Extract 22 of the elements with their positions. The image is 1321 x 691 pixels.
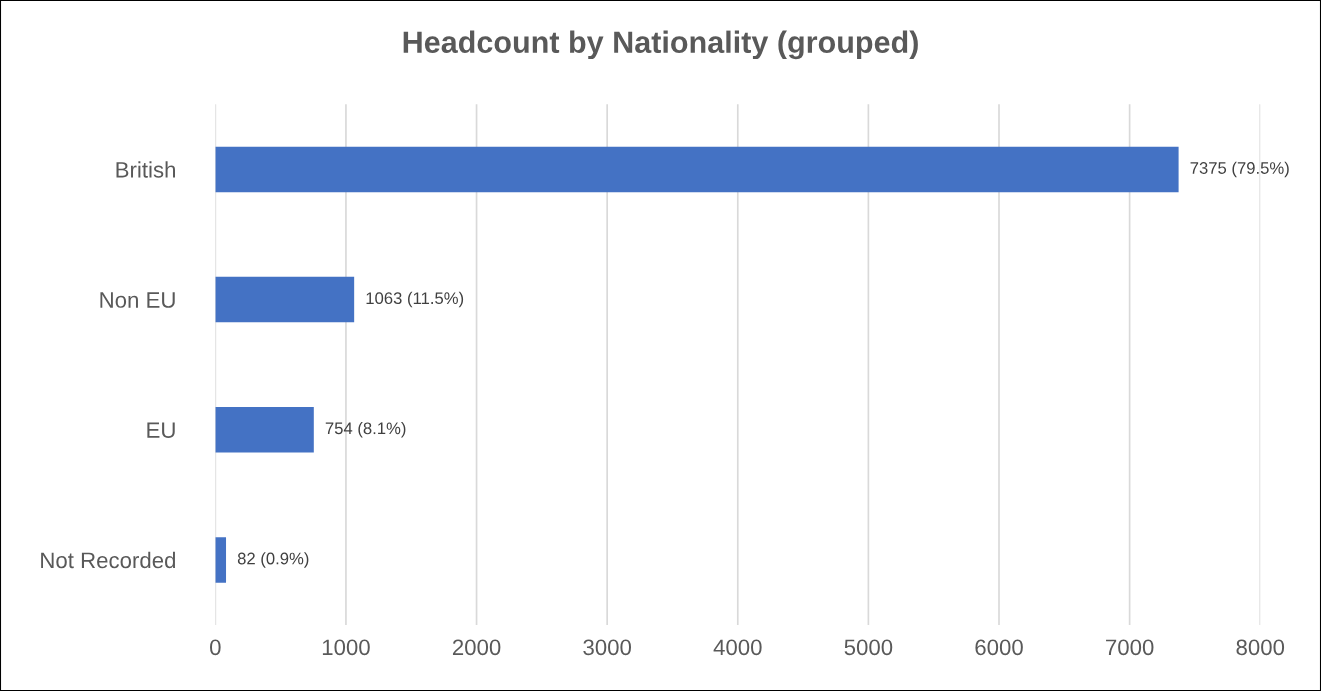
x-tick-label: 6000 <box>975 639 1023 656</box>
data-label: 82 (0.9%) <box>237 552 309 568</box>
x-tick-label: 5000 <box>844 639 893 656</box>
x-tick-label: 3000 <box>583 639 632 656</box>
y-tick-label: EU <box>147 422 175 439</box>
x-tick-label: 4000 <box>713 639 762 656</box>
bar <box>215 146 1179 193</box>
y-tick-label: Non EU <box>100 292 175 308</box>
bar <box>215 276 355 323</box>
chart-title: Headcount by Nationality (grouped) <box>403 30 918 60</box>
x-tick-label: 1000 <box>322 639 370 656</box>
x-tick-label: 8000 <box>1236 639 1285 656</box>
x-tick-label: 2000 <box>452 639 501 656</box>
x-tick-label: 0 <box>210 639 221 656</box>
bar <box>215 537 227 583</box>
data-label: 7375 (79.5%) <box>1190 161 1289 178</box>
y-tick-label: Not Recorded <box>41 551 176 569</box>
y-tick-label: British <box>116 161 175 178</box>
data-label: 1063 (11.5%) <box>366 291 464 308</box>
bar <box>215 406 314 453</box>
x-tick-label: 7000 <box>1106 639 1154 656</box>
data-label: 754 (8.1%) <box>325 421 406 438</box>
